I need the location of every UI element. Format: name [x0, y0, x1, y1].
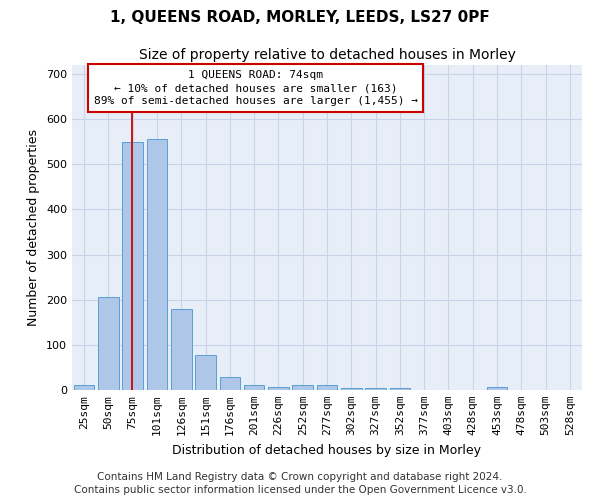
- Text: 1 QUEENS ROAD: 74sqm
← 10% of detached houses are smaller (163)
89% of semi-deta: 1 QUEENS ROAD: 74sqm ← 10% of detached h…: [94, 70, 418, 106]
- Bar: [122, 142, 143, 390]
- Bar: [268, 387, 289, 390]
- Bar: [317, 386, 337, 390]
- Bar: [292, 386, 313, 390]
- Title: Size of property relative to detached houses in Morley: Size of property relative to detached ho…: [139, 48, 515, 62]
- Bar: [389, 388, 410, 390]
- Bar: [98, 298, 119, 390]
- Bar: [171, 308, 191, 390]
- Bar: [146, 140, 167, 390]
- Text: Contains HM Land Registry data © Crown copyright and database right 2024.
Contai: Contains HM Land Registry data © Crown c…: [74, 472, 526, 495]
- Bar: [487, 387, 508, 390]
- Bar: [74, 386, 94, 390]
- Bar: [341, 388, 362, 390]
- Bar: [195, 355, 216, 390]
- Bar: [244, 386, 265, 390]
- Text: 1, QUEENS ROAD, MORLEY, LEEDS, LS27 0PF: 1, QUEENS ROAD, MORLEY, LEEDS, LS27 0PF: [110, 10, 490, 25]
- X-axis label: Distribution of detached houses by size in Morley: Distribution of detached houses by size …: [173, 444, 482, 456]
- Bar: [220, 378, 240, 390]
- Bar: [365, 388, 386, 390]
- Y-axis label: Number of detached properties: Number of detached properties: [28, 129, 40, 326]
